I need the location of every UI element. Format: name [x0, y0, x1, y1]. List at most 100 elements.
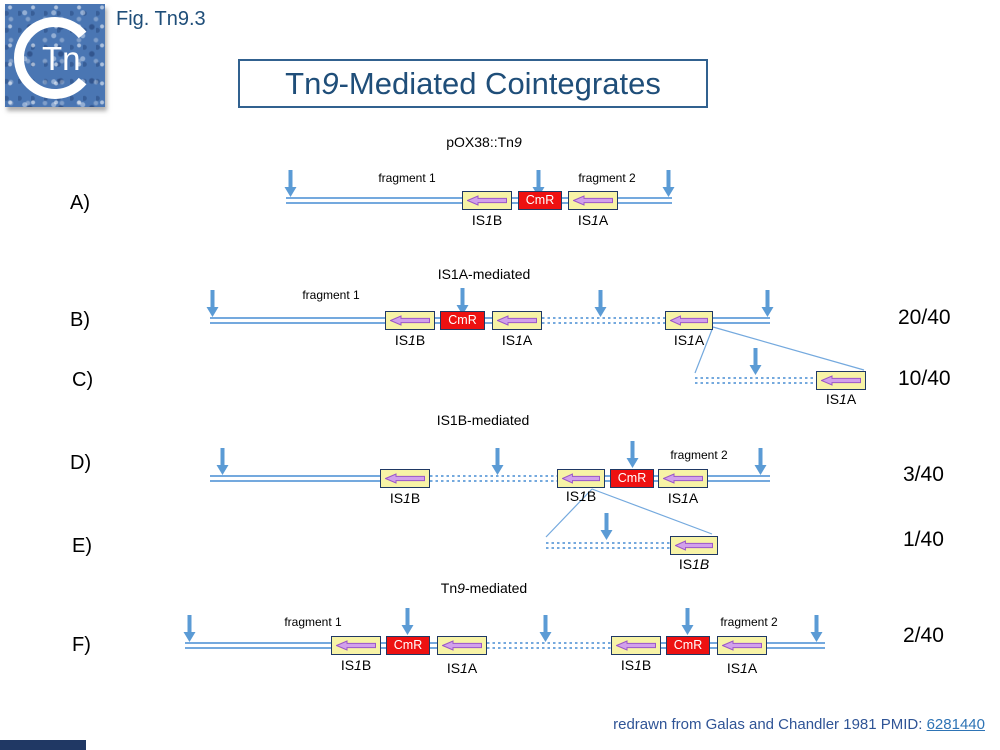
down-arrow-icon — [600, 513, 613, 540]
text-run: Tn — [440, 580, 458, 596]
text-run: pOX38::Tn — [446, 134, 514, 150]
is-element-label: IS1B — [566, 488, 596, 504]
text-run: 1B — [692, 556, 710, 572]
logo-monogram-text: Tn — [42, 40, 81, 77]
down-arrow-icon — [491, 448, 504, 475]
text-run: IS — [394, 332, 409, 348]
text-run: IS — [577, 212, 592, 228]
frequency-value: 2/40 — [903, 624, 944, 648]
is-element-box-is1a — [437, 635, 487, 655]
is-element-label: IS1B — [621, 657, 651, 673]
citation-line: redrawn from Galas and Chandler 1981 PMI… — [613, 716, 985, 733]
dna-double-line — [210, 316, 542, 324]
text-run: 10/40 — [898, 367, 951, 390]
text-run: 20/40 — [898, 306, 951, 329]
text-run: 1 — [740, 660, 748, 676]
text-run: IS — [678, 556, 693, 572]
fragment-label: fragment 1 — [284, 615, 341, 630]
down-arrow-icon — [206, 290, 219, 317]
section-header: IS1B-mediated — [437, 412, 530, 428]
bottom-accent-bar — [0, 740, 86, 750]
figure-number-label: Fig. Tn9.3 — [116, 8, 206, 30]
text-run: 9 — [457, 580, 465, 596]
down-arrow-icon — [681, 608, 694, 635]
is-element-box-is1b — [385, 310, 435, 330]
text-run: 3/40 — [903, 463, 944, 486]
text-run: D) — [70, 452, 92, 474]
dotted-strand — [546, 546, 672, 549]
cmr-gene-label: CmR — [673, 638, 703, 652]
tn-center-logo: Tn — [5, 4, 105, 107]
text-run: IS — [673, 332, 688, 348]
pmid-link[interactable]: 6281440 — [926, 716, 985, 733]
dna-dotted-line — [430, 474, 558, 482]
is-element-box-is1a — [492, 310, 542, 330]
cmr-gene-label: CmR — [448, 313, 477, 327]
section-header: pOX38::Tn9 — [446, 134, 522, 150]
dna-dotted-line — [546, 541, 672, 549]
is-orientation-arrow-icon — [467, 194, 507, 206]
frequency-value: 10/40 — [898, 367, 951, 391]
is-element-box-is1b — [557, 468, 605, 488]
dotted-strand — [695, 381, 818, 384]
down-arrow-icon — [761, 290, 774, 317]
is-element-label: IS1A — [578, 212, 608, 228]
text-run: IS — [620, 657, 635, 673]
is-element-label: IS1B — [679, 556, 709, 572]
text-run: IS — [726, 660, 741, 676]
is-element-label: IS1A — [668, 490, 698, 506]
dotted-strand — [542, 321, 668, 324]
text-run: fragment 2 — [720, 615, 778, 629]
section-header: IS1A-mediated — [438, 266, 531, 282]
text-run: E) — [72, 535, 92, 557]
dna-dotted-line — [695, 376, 818, 384]
is-orientation-arrow-icon — [722, 639, 762, 651]
down-arrow-icon — [626, 441, 639, 468]
is-orientation-arrow-icon — [675, 539, 713, 551]
is-orientation-arrow-icon — [385, 472, 425, 484]
is-element-box-is1b — [462, 190, 512, 210]
is-orientation-arrow-icon — [442, 639, 482, 651]
is-element-box-is1a — [665, 310, 713, 330]
text-run: fragment 2 — [670, 448, 728, 462]
is-element-label: IS1B — [341, 657, 371, 673]
c-ring-icon — [14, 17, 87, 99]
dna-dotted-line — [487, 641, 613, 649]
row-letter-label: F) — [72, 634, 91, 657]
text-run: C) — [72, 369, 94, 391]
text-run: 1 — [681, 490, 689, 506]
fragment-label: fragment 1 — [378, 171, 435, 186]
fragment-label: fragment 2 — [578, 171, 635, 186]
is-orientation-arrow-icon — [497, 314, 537, 326]
is-orientation-arrow-icon — [573, 194, 613, 206]
section-header: Tn9-mediated — [441, 580, 527, 596]
fragment-label: fragment 2 — [670, 448, 728, 463]
text-run: 1 — [591, 212, 599, 228]
text-run: 1 — [354, 657, 362, 673]
is-orientation-arrow-icon — [336, 639, 376, 651]
is-element-box-is1a — [568, 190, 618, 210]
down-arrow-icon — [749, 348, 762, 375]
text-run: F) — [72, 634, 91, 656]
is-element-box-is1b — [611, 635, 661, 655]
text-run: 2/40 — [903, 624, 944, 647]
is-element-box-is1b — [331, 635, 381, 655]
cmr-gene-box: CmR — [440, 310, 485, 330]
text-run: IS1A-mediated — [437, 266, 531, 282]
cmr-gene-box: CmR — [518, 190, 562, 210]
frequency-value: 3/40 — [903, 463, 944, 487]
cmr-gene-label: CmR — [617, 471, 647, 485]
is-element-box-is1b — [670, 535, 718, 555]
row-letter-label: D) — [70, 452, 91, 475]
cmr-gene-label: CmR — [393, 638, 423, 652]
text-run: A — [467, 660, 478, 676]
text-run: A — [598, 212, 609, 228]
text-run: 1 — [634, 657, 642, 673]
tn-logo-icon: Tn — [14, 17, 87, 99]
text-run: 1 — [408, 332, 416, 348]
text-run: A — [688, 490, 699, 506]
is-element-label: IS1A — [826, 391, 856, 407]
row-letter-label: B) — [70, 309, 90, 332]
text-run: A — [522, 332, 533, 348]
